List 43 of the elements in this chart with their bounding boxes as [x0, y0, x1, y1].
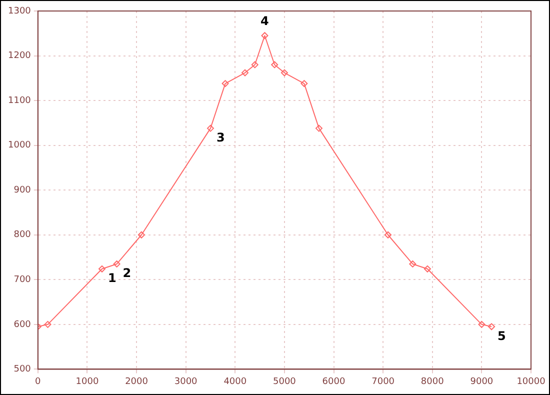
point — [271, 61, 278, 68]
x-tick-label: 8000 — [420, 376, 444, 387]
x-tick-label: 0 — [35, 376, 42, 387]
x-tick-label: 2000 — [125, 376, 148, 387]
x-tick-label: 5000 — [273, 376, 296, 387]
x-tick-label: 3000 — [174, 376, 198, 387]
point — [384, 231, 392, 238]
x-tick-label: 9000 — [470, 376, 494, 387]
point — [478, 320, 486, 328]
point — [113, 260, 120, 268]
y-tick-label: 1200 — [8, 51, 32, 62]
y-tick-label: 600 — [14, 320, 32, 330]
point — [280, 69, 288, 76]
y-tick-label: 800 — [14, 230, 32, 240]
annotation: 4 — [260, 14, 269, 28]
point — [138, 231, 145, 238]
annotation: 1 — [108, 271, 116, 286]
point — [242, 69, 249, 76]
x-tick-label: 1000 — [76, 376, 99, 387]
point — [488, 323, 496, 330]
point — [315, 124, 322, 132]
annotation: 3 — [216, 130, 225, 144]
point — [424, 265, 431, 272]
y-tick-label: 900 — [14, 185, 32, 196]
x-tick-label: 4000 — [224, 376, 247, 387]
x-tick-label: 10000 — [516, 376, 546, 387]
point — [222, 80, 229, 88]
x-tick-label: 7000 — [372, 376, 395, 387]
point — [206, 124, 214, 132]
point — [98, 265, 106, 272]
annotation: 5 — [498, 328, 506, 343]
point — [409, 260, 416, 268]
y-tick-label: 1000 — [8, 140, 32, 151]
y-tick-label: 1100 — [8, 96, 32, 106]
y-tick-label: 500 — [14, 364, 32, 375]
point — [261, 32, 268, 40]
point — [300, 80, 308, 88]
point — [44, 320, 52, 328]
y-tick-label: 1300 — [8, 6, 32, 16]
y-tick-label: 700 — [14, 274, 32, 285]
annotation: 2 — [122, 266, 132, 280]
point — [251, 61, 258, 68]
x-tick-label: 6000 — [322, 376, 346, 387]
